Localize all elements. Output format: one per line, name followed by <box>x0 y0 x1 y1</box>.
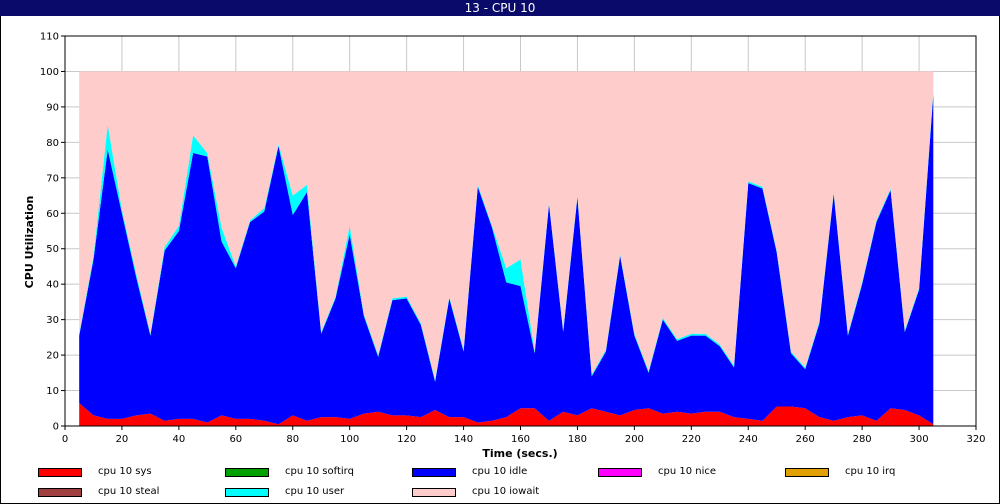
y-tick-label: 90 <box>46 102 59 113</box>
area-cpu-10-sys <box>79 403 934 426</box>
y-tick-label: 70 <box>46 173 59 184</box>
x-tick-label: 280 <box>853 434 872 445</box>
y-tick-label: 10 <box>46 386 59 397</box>
y-tick-label: 30 <box>46 315 59 326</box>
x-tick-label: 140 <box>454 434 473 445</box>
y-tick-label: 50 <box>46 244 59 255</box>
legend-label: cpu 10 iowait <box>472 486 540 497</box>
legend-swatch <box>38 468 82 477</box>
legend-swatch <box>412 468 456 477</box>
legend-label: cpu 10 steal <box>98 486 160 497</box>
legend-swatch <box>412 488 456 497</box>
legend-swatch <box>225 488 269 497</box>
x-tick-label: 260 <box>796 434 815 445</box>
legend-label: cpu 10 sys <box>98 466 152 477</box>
x-tick-label: 180 <box>568 434 587 445</box>
y-tick-label: 110 <box>40 32 59 43</box>
x-tick-label: 120 <box>397 434 416 445</box>
x-tick-label: 200 <box>625 434 644 445</box>
y-tick-label: 40 <box>46 280 59 291</box>
y-tick-label: 20 <box>46 351 59 362</box>
legend-label: cpu 10 nice <box>658 466 717 477</box>
legend-swatch <box>38 488 82 497</box>
window-title: 13 - CPU 10 <box>0 0 1000 16</box>
legend-label: cpu 10 user <box>285 486 345 497</box>
legend-label: cpu 10 idle <box>472 466 528 477</box>
legend-swatch <box>225 468 269 477</box>
x-tick-label: 0 <box>62 434 68 445</box>
y-tick-label: 60 <box>46 209 59 220</box>
x-tick-label: 240 <box>739 434 758 445</box>
area-cpu-10-idle <box>79 94 934 425</box>
x-tick-label: 80 <box>286 434 299 445</box>
x-axis-label: Time (secs.) <box>482 447 557 460</box>
y-tick-label: 100 <box>40 67 59 78</box>
cpu-utilization-chart: 0 20 40 60 80 100 120 140 160 180 200 220 240 260 280 3… <box>23 32 986 461</box>
legend-swatch <box>598 468 642 477</box>
x-tick-label: 160 <box>511 434 530 445</box>
x-tick-label: 60 <box>229 434 242 445</box>
x-tick-label: 40 <box>173 434 186 445</box>
legend-label: cpu 10 softirq <box>285 466 354 477</box>
y-tick-label: 0 <box>53 422 59 433</box>
y-axis-label: CPU Utilization <box>23 196 36 289</box>
y-tick-label: 80 <box>46 138 59 149</box>
area-cpu-10-iowait <box>79 71 934 380</box>
legend-label: cpu 10 irq <box>845 466 896 477</box>
x-tick-label: 220 <box>682 434 701 445</box>
x-tick-label: 100 <box>340 434 359 445</box>
x-tick-label: 20 <box>116 434 129 445</box>
legend-swatch <box>785 468 829 477</box>
x-tick-label: 300 <box>910 434 929 445</box>
x-tick-label: 320 <box>966 434 985 445</box>
